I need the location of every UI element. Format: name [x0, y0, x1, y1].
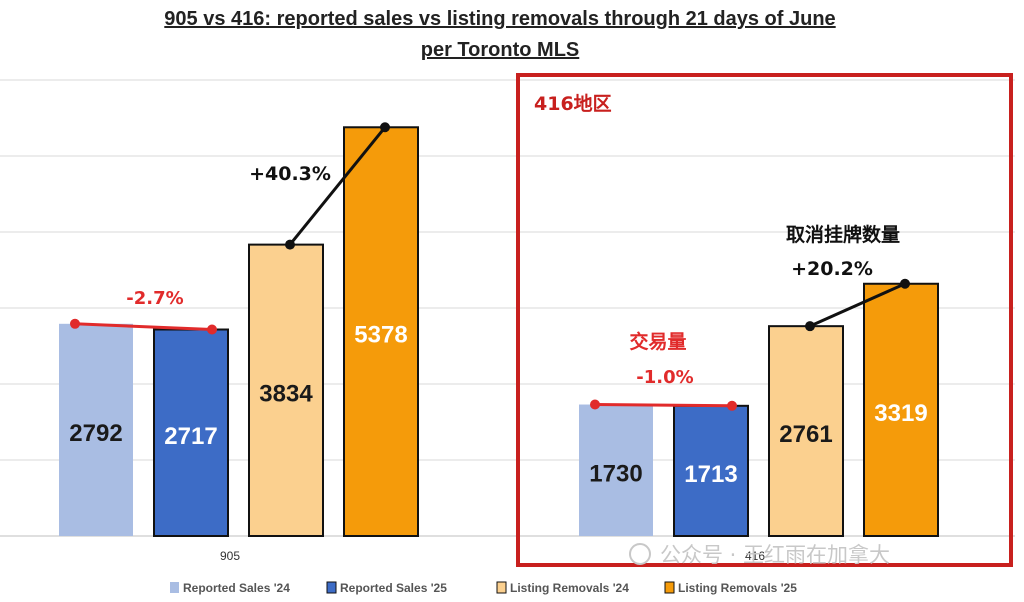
sales-change-point-905 — [70, 318, 80, 329]
title-line-1: 905 vs 416: reported sales vs listing re… — [164, 8, 836, 30]
removals-count-label: 取消挂牌数量 — [786, 223, 900, 246]
highlight-label: 416地区 — [534, 92, 612, 115]
data-label-905-0: 2792 — [69, 420, 122, 447]
legend-label-3: Listing Removals '25 — [678, 581, 797, 595]
legend-swatch-1 — [326, 581, 337, 594]
data-label-905-3: 5378 — [354, 322, 407, 349]
category-label-416: 416 — [745, 549, 765, 563]
legend-label-1: Reported Sales '25 — [340, 581, 447, 595]
sales-change-line-416 — [594, 403, 733, 408]
bar-416-3 — [863, 282, 939, 538]
removals-change-label-905: +40.3% — [249, 163, 331, 185]
bar-905-0 — [59, 323, 133, 536]
sales-change-line-905 — [74, 322, 213, 332]
data-label-416-3: 3319 — [874, 400, 927, 427]
removals-change-label-416: +20.2% — [791, 258, 873, 280]
sales-change-point-416 — [590, 399, 600, 410]
data-label-416-2: 2761 — [779, 421, 832, 448]
removals-change-point-416 — [900, 278, 910, 289]
data-label-905-2: 3834 — [259, 380, 313, 407]
removals-change-point-416 — [805, 321, 815, 332]
legend-swatch-2 — [496, 581, 507, 594]
sales-change-point-416 — [727, 400, 737, 411]
bar-905-1 — [153, 328, 229, 537]
sales-change-label-905: -2.7% — [126, 288, 183, 309]
data-label-416-0: 1730 — [589, 460, 642, 487]
highlight-box-416 — [516, 73, 1013, 567]
legend-label-2: Listing Removals '24 — [510, 581, 629, 595]
removals-change-line-416 — [809, 282, 906, 328]
data-label-416-1: 1713 — [684, 461, 737, 488]
wechat-icon — [629, 543, 651, 565]
bar-416-0 — [579, 404, 653, 536]
sales-change-label-416: -1.0% — [636, 367, 693, 388]
bar-905-3 — [343, 126, 419, 537]
bar-416-1 — [673, 404, 749, 538]
title-line-2: per Toronto MLS — [420, 39, 580, 61]
category-label-905: 905 — [220, 549, 240, 563]
data-label-905-1: 2717 — [164, 423, 217, 450]
legend-swatch-0 — [170, 582, 179, 593]
removals-change-line-905 — [288, 126, 387, 246]
chart-title: 905 vs 416: reported sales vs listing re… — [0, 4, 1000, 66]
legend-label-0: Reported Sales '24 — [183, 581, 290, 595]
removals-change-point-905 — [380, 122, 390, 133]
sales-change-point-905 — [207, 324, 217, 335]
removals-change-point-905 — [285, 239, 295, 250]
watermark-text: 公众号 · 王红雨在加拿大 — [660, 543, 890, 567]
legend-swatch-3 — [664, 581, 675, 594]
sales-volume-label: 交易量 — [629, 330, 686, 353]
